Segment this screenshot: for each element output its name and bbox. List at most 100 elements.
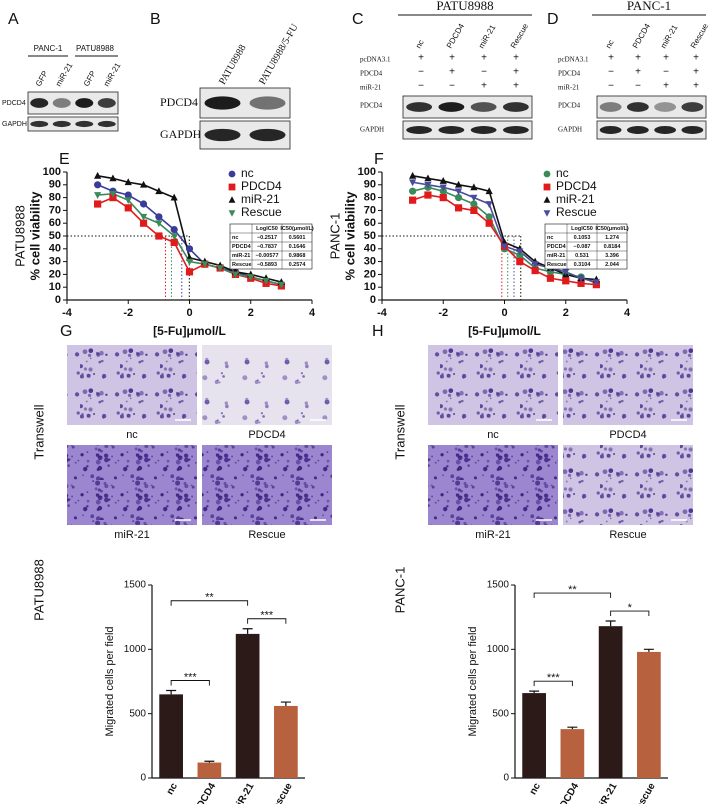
significance-bracket bbox=[170, 600, 249, 606]
data-point bbox=[124, 191, 132, 199]
condition-sign: − bbox=[481, 67, 487, 78]
y-axis-title: Migrated cells per field bbox=[467, 626, 479, 736]
data-point bbox=[155, 220, 163, 228]
significance-label: ** bbox=[205, 592, 214, 604]
significance-label: ** bbox=[568, 584, 577, 596]
data-point bbox=[185, 245, 194, 253]
table-cell: −0.00577 bbox=[255, 253, 278, 259]
significance-label: *** bbox=[260, 610, 274, 622]
row-label: PDCD4 bbox=[360, 102, 383, 110]
y-tick-label: 80 bbox=[364, 192, 376, 204]
lane-label: miR-21 bbox=[659, 23, 680, 50]
data-point bbox=[94, 200, 102, 208]
error-bar bbox=[280, 701, 291, 706]
panel-letter: B bbox=[150, 11, 161, 28]
significance-label: *** bbox=[547, 672, 561, 684]
panel-letter: H bbox=[372, 323, 384, 340]
lane-label: GFP bbox=[82, 69, 98, 88]
blot-band bbox=[75, 98, 94, 108]
error-bar bbox=[643, 648, 654, 652]
image-label: nc bbox=[487, 429, 499, 441]
error-bar bbox=[242, 628, 253, 634]
blot-band bbox=[626, 126, 649, 134]
lane-label: PDCD4 bbox=[631, 22, 653, 50]
x-tick-label: 2 bbox=[248, 307, 254, 319]
y-tick-label: 10 bbox=[49, 281, 61, 293]
condition-sign: − bbox=[449, 81, 455, 92]
y-tick-label: 0 bbox=[140, 773, 146, 784]
y-tick-label: 50 bbox=[364, 230, 376, 242]
significance-bracket bbox=[533, 592, 612, 599]
legend-marker bbox=[543, 183, 551, 191]
data-point bbox=[454, 204, 463, 212]
legend-marker bbox=[543, 170, 551, 178]
table-row-label: nc bbox=[547, 235, 553, 241]
bar bbox=[522, 693, 546, 778]
condition-label: miR-21 bbox=[558, 84, 580, 92]
blot-band bbox=[681, 102, 704, 112]
x-tick-label: -2 bbox=[123, 307, 133, 319]
y-tick-label: 90 bbox=[49, 179, 61, 191]
error-bar bbox=[605, 620, 616, 627]
y-tick-label: 500 bbox=[492, 708, 509, 719]
data-point bbox=[124, 178, 132, 186]
data-point bbox=[470, 183, 478, 191]
y-tick-label: 20 bbox=[364, 268, 376, 280]
legend-label: miR-21 bbox=[556, 192, 595, 206]
y-tick-label: 30 bbox=[364, 256, 376, 268]
x-tick-label: 0 bbox=[501, 307, 507, 319]
y-axis-title: PANC-1 bbox=[327, 213, 342, 260]
row-label: PDCD4 bbox=[160, 95, 198, 109]
table-cell: −0.2517 bbox=[257, 235, 277, 241]
data-point bbox=[170, 226, 178, 234]
x-tick-label: 0 bbox=[186, 307, 192, 319]
table-cell: 0.531 bbox=[575, 253, 589, 259]
data-point bbox=[516, 248, 524, 256]
image-label: miR-21 bbox=[114, 529, 149, 541]
x-tick-label: 4 bbox=[624, 307, 631, 319]
blot-band bbox=[30, 98, 49, 108]
condition-label: pcDNA3.1 bbox=[360, 56, 391, 64]
bar bbox=[235, 633, 260, 778]
table-cell: 3.396 bbox=[605, 253, 619, 259]
data-point bbox=[139, 200, 148, 208]
data-point bbox=[185, 268, 194, 276]
blot-band bbox=[406, 126, 433, 134]
data-point bbox=[409, 187, 417, 195]
table-row-label: Rescue bbox=[547, 262, 567, 268]
y-tick-label: 0 bbox=[503, 773, 509, 784]
micrograph bbox=[563, 345, 693, 425]
data-point bbox=[592, 279, 600, 287]
blot-background bbox=[27, 91, 119, 115]
panel-title: PATU8988 bbox=[436, 0, 493, 13]
legend-marker bbox=[228, 210, 236, 217]
x-tick-label: 4 bbox=[309, 307, 316, 319]
table-header: LogIC50 bbox=[571, 226, 593, 232]
y-tick-label: 500 bbox=[129, 708, 146, 719]
data-point bbox=[201, 261, 209, 269]
table-row-label: Rescue bbox=[232, 262, 252, 268]
row-label: GAPDH bbox=[160, 127, 202, 141]
y-tick-label: 10 bbox=[364, 281, 376, 293]
blot-band bbox=[204, 96, 241, 110]
data-point bbox=[94, 171, 102, 179]
table-cell: −0.5893 bbox=[257, 262, 277, 268]
blot-background bbox=[402, 120, 533, 140]
table-row-label: PDCD4 bbox=[547, 244, 567, 250]
blot-band bbox=[599, 126, 622, 134]
condition-sign: + bbox=[449, 53, 455, 64]
condition-sign: + bbox=[608, 53, 614, 64]
table-cell: 0.3104 bbox=[574, 262, 592, 268]
x-tick-label: miR-21 bbox=[593, 781, 619, 804]
x-tick-label: 2 bbox=[563, 307, 569, 319]
data-point bbox=[424, 181, 432, 189]
bar bbox=[197, 762, 222, 778]
table-cell: −0.087 bbox=[574, 244, 591, 250]
condition-sign: + bbox=[513, 67, 519, 78]
data-point bbox=[577, 275, 585, 283]
blot-background bbox=[27, 116, 119, 132]
micrograph bbox=[428, 445, 558, 525]
panel-letter: E bbox=[59, 151, 70, 168]
